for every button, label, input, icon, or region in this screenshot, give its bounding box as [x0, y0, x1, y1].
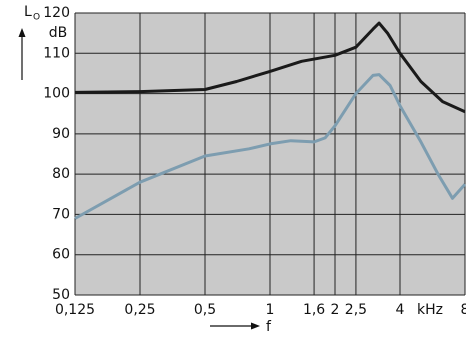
- y-tick-label: 100: [43, 86, 70, 102]
- x-tick-label: 1: [266, 302, 275, 318]
- y-unit: dB: [49, 25, 68, 41]
- x-tick-label: 4: [396, 302, 405, 318]
- line-series: [74, 21, 466, 114]
- x-tick-label: 2: [331, 302, 340, 318]
- x-unit: kHz: [417, 302, 443, 318]
- y-tick-label: 50: [52, 287, 70, 303]
- y-arrow-head: [18, 28, 26, 37]
- x-tick-label: 0,5: [194, 302, 216, 318]
- line-series: [74, 73, 466, 220]
- x-label: f: [266, 319, 272, 335]
- y-tick-label: 70: [52, 206, 70, 222]
- y-tick-label: 120: [43, 5, 70, 21]
- x-tick-label: 8: [461, 302, 466, 318]
- y-label-sub: O: [33, 13, 40, 23]
- y-tick-label: 90: [52, 126, 70, 142]
- x-tick-label: 2,5: [345, 302, 367, 318]
- x-tick-label: 1,6: [303, 302, 325, 318]
- x-tick-label: 0,125: [55, 302, 95, 318]
- y-tick-label: 80: [52, 166, 70, 182]
- y-tick-label: 60: [52, 247, 70, 263]
- y-label: L: [24, 4, 32, 20]
- x-tick-label: 0,25: [124, 302, 155, 318]
- y-tick-label: 110: [43, 45, 70, 61]
- x-arrow-head: [251, 322, 260, 330]
